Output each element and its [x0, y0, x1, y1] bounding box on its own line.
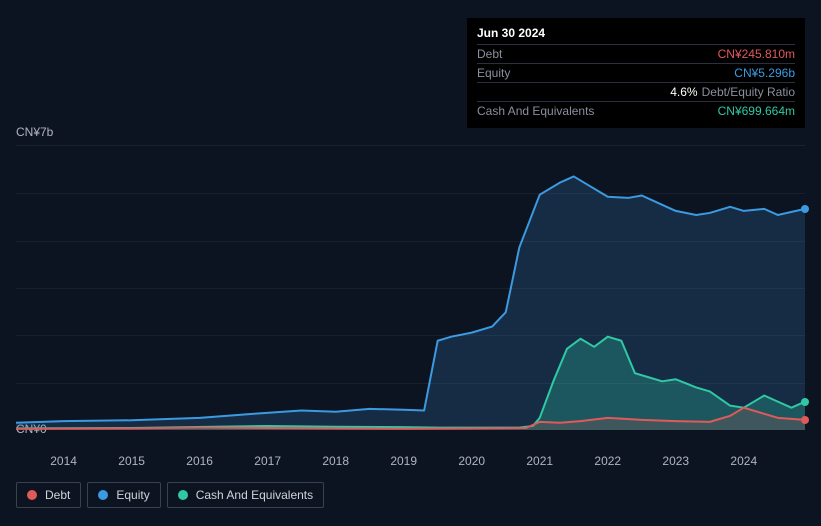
- x-tick: 2014: [50, 454, 77, 468]
- tooltip-row-equity: Equity CN¥5.296b: [477, 63, 795, 82]
- tooltip-cash-label: Cash And Equivalents: [477, 104, 594, 118]
- legend-dot-cash: [178, 490, 188, 500]
- legend-cash-label: Cash And Equivalents: [196, 488, 313, 502]
- tooltip-cash-value: CN¥699.664m: [718, 104, 795, 118]
- data-tooltip: Jun 30 2024 Debt CN¥245.810m Equity CN¥5…: [467, 18, 805, 128]
- x-tick: 2019: [390, 454, 417, 468]
- tooltip-ratio-label: Debt/Equity Ratio: [702, 85, 795, 99]
- x-tick: 2021: [526, 454, 553, 468]
- tooltip-equity-value: CN¥5.296b: [734, 66, 795, 80]
- chart-container: CN¥7b CN¥0 20142015201620172018201920202…: [16, 125, 805, 450]
- x-tick: 2017: [254, 454, 281, 468]
- legend-dot-debt: [27, 490, 37, 500]
- x-tick: 2022: [594, 454, 621, 468]
- tooltip-row-debt: Debt CN¥245.810m: [477, 44, 795, 63]
- tooltip-date: Jun 30 2024: [477, 26, 795, 44]
- x-tick: 2020: [458, 454, 485, 468]
- tooltip-row-ratio: 4.6% Debt/Equity Ratio: [477, 82, 795, 101]
- plot-area[interactable]: [16, 145, 805, 430]
- legend-debt[interactable]: Debt: [16, 482, 81, 508]
- x-tick: 2016: [186, 454, 213, 468]
- x-tick: 2023: [662, 454, 689, 468]
- tooltip-row-cash: Cash And Equivalents CN¥699.664m: [477, 101, 795, 120]
- x-axis: 2014 2015 2016 2017 2018 2019 2020 2021 2022 2023…: [16, 454, 805, 470]
- x-tick: 2024: [730, 454, 757, 468]
- tooltip-equity-label: Equity: [477, 66, 510, 80]
- tooltip-debt-value: CN¥245.810m: [718, 47, 795, 61]
- x-tick: 2018: [322, 454, 349, 468]
- tooltip-ratio-pct: 4.6%: [670, 85, 697, 99]
- legend-cash[interactable]: Cash And Equivalents: [167, 482, 324, 508]
- legend-debt-label: Debt: [45, 488, 70, 502]
- tooltip-ratio-value: 4.6% Debt/Equity Ratio: [670, 85, 795, 99]
- y-axis-top-label: CN¥7b: [16, 125, 53, 139]
- legend-dot-equity: [98, 490, 108, 500]
- tooltip-debt-label: Debt: [477, 47, 502, 61]
- x-tick: 2015: [118, 454, 145, 468]
- legend: Debt Equity Cash And Equivalents: [16, 482, 324, 508]
- legend-equity[interactable]: Equity: [87, 482, 160, 508]
- legend-equity-label: Equity: [116, 488, 149, 502]
